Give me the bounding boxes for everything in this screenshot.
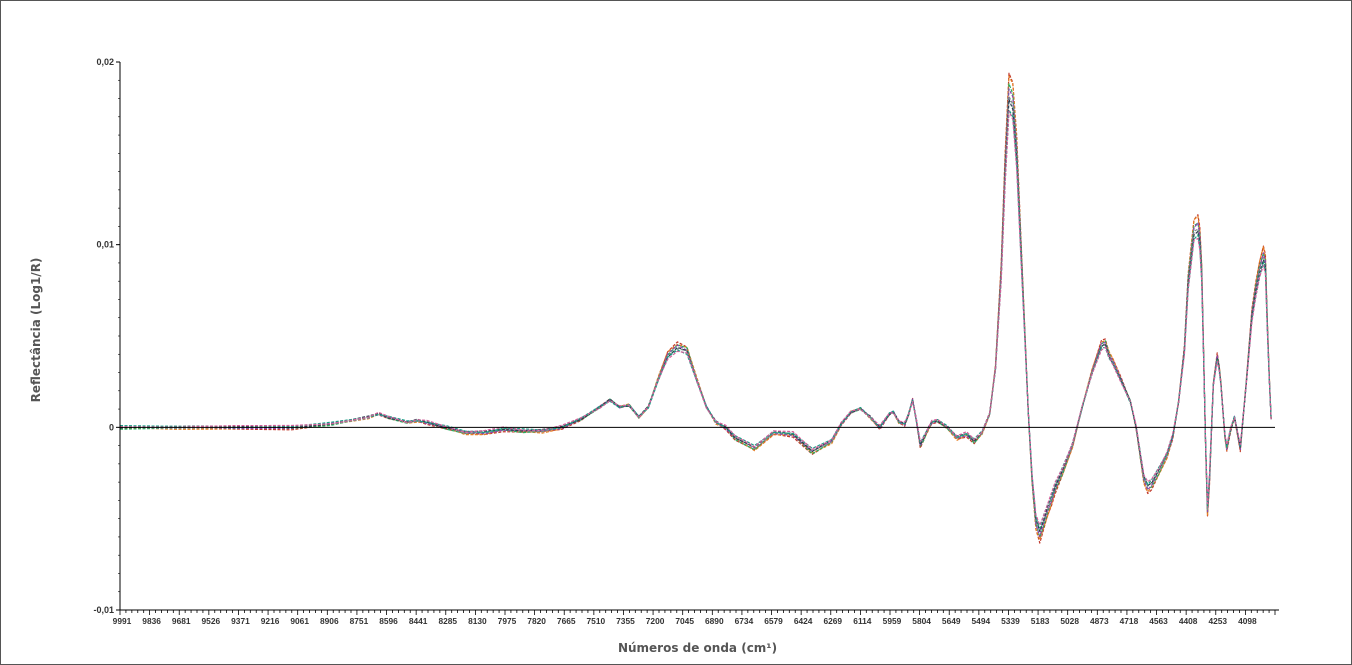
x-tick-label: 9526 xyxy=(202,616,221,626)
x-tick-label: 5804 xyxy=(912,616,931,626)
y-tick-label: 0 xyxy=(109,422,114,432)
x-tick-label: 8751 xyxy=(350,616,369,626)
x-tick-label: 7200 xyxy=(646,616,665,626)
spectrum-line xyxy=(119,109,1272,529)
x-tick-label: 5183 xyxy=(1031,616,1050,626)
x-tick-label: 6424 xyxy=(794,616,813,626)
x-tick-label: 8285 xyxy=(438,616,457,626)
spectrum-line xyxy=(119,98,1272,533)
x-tick-label: 9836 xyxy=(142,616,161,626)
x-tick-label: 7510 xyxy=(587,616,606,626)
x-tick-label: 6890 xyxy=(705,616,724,626)
x-tick-label: 5339 xyxy=(1001,616,1020,626)
x-tick-label: 4253 xyxy=(1208,616,1227,626)
spectrum-line xyxy=(119,88,1272,538)
spectrum-line xyxy=(119,110,1272,526)
x-tick-label: 8130 xyxy=(468,616,487,626)
spectrum-line xyxy=(119,72,1272,544)
x-tick-label: 4873 xyxy=(1090,616,1109,626)
x-tick-label: 8441 xyxy=(409,616,428,626)
spectrum-line xyxy=(119,83,1272,538)
spectra-lines xyxy=(119,72,1272,544)
x-tick-label: 8906 xyxy=(320,616,339,626)
x-tick-label: 4408 xyxy=(1179,616,1198,626)
y-tick-label: -0,01 xyxy=(93,605,114,615)
x-axis-ticks: 9991 9836 9681 9526 9371 9216 9061 8906 8751 8596… xyxy=(113,610,1276,626)
x-tick-label: 9991 xyxy=(113,616,132,626)
y-tick-label: 0,02 xyxy=(96,57,114,67)
x-tick-label: 9216 xyxy=(261,616,280,626)
x-tick-label: 6269 xyxy=(823,616,842,626)
x-tick-label: 9371 xyxy=(231,616,250,626)
x-tick-label: 7975 xyxy=(498,616,517,626)
x-tick-label: 4718 xyxy=(1120,616,1139,626)
x-tick-label: 5028 xyxy=(1060,616,1079,626)
x-tick-label: 4098 xyxy=(1238,616,1257,626)
x-tick-label: 6114 xyxy=(853,616,872,626)
x-tick-label: 5494 xyxy=(972,616,991,626)
y-tick-label: 0,01 xyxy=(96,240,114,250)
x-tick-label: 9681 xyxy=(172,616,191,626)
x-tick-label: 5649 xyxy=(942,616,961,626)
x-tick-label: 7045 xyxy=(675,616,694,626)
x-tick-label: 6579 xyxy=(764,616,783,626)
y-axis-ticks: 0,02 0,01 0 -0,01 xyxy=(93,57,120,615)
x-tick-label: 5959 xyxy=(883,616,902,626)
x-tick-label: 9061 xyxy=(290,616,309,626)
x-tick-label: 7820 xyxy=(527,616,546,626)
x-tick-label: 8596 xyxy=(379,616,398,626)
x-axis-title: Números de onda (cm¹) xyxy=(618,641,777,655)
y-axis-title: Reflectância (Log1/R) xyxy=(29,258,43,403)
spectrum-line xyxy=(119,75,1272,541)
x-tick-label: 4563 xyxy=(1149,616,1168,626)
x-tick-label: 7665 xyxy=(557,616,576,626)
x-tick-label: 6734 xyxy=(735,616,754,626)
spectrum-line xyxy=(119,95,1272,532)
x-tick-label: 7355 xyxy=(616,616,635,626)
